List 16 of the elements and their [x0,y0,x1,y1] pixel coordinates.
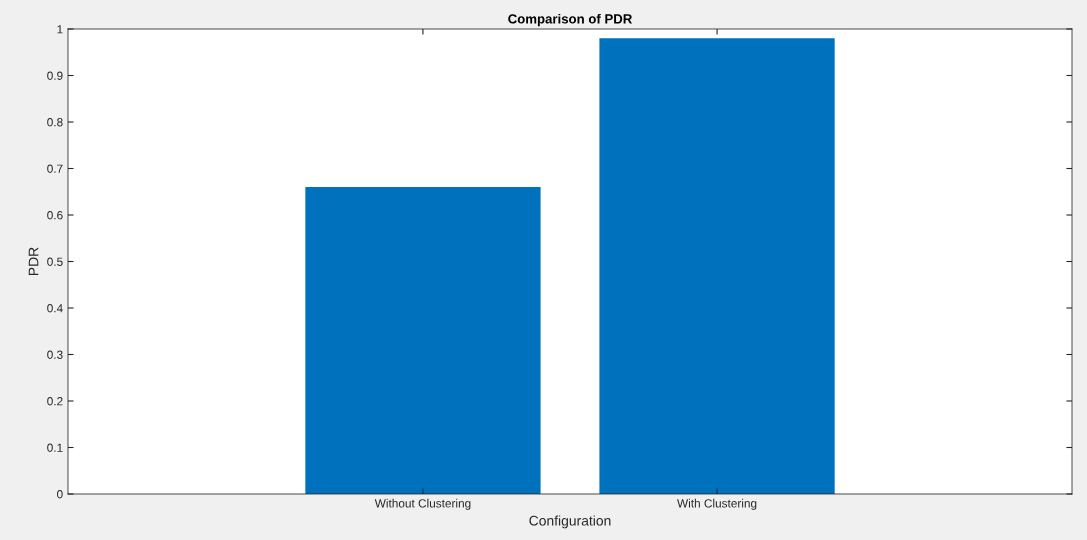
y-tick-label: 1 [57,25,63,34]
y-tick-label: 0.1 [47,443,63,452]
y-tick-label: 0 [57,490,63,499]
y-tick-label: 0.4 [47,304,63,313]
x-axis-title: Configuration [529,515,611,529]
y-tick-label: 0.9 [47,71,63,80]
y-tick-label: 0.6 [47,211,63,220]
y-tick-label: 0.8 [47,118,63,127]
y-tick-label: 0.5 [47,257,63,266]
chart-title: Comparison of PDR [508,13,633,27]
x-tick-label: With Clustering [677,498,757,510]
x-tick-label: Without Clustering [374,498,471,510]
y-tick-label: 0.3 [47,350,63,359]
y-tick-label: 0.2 [47,397,63,406]
y-tick-label: 0.7 [47,164,63,173]
y-axis-title: PDR [28,247,39,276]
